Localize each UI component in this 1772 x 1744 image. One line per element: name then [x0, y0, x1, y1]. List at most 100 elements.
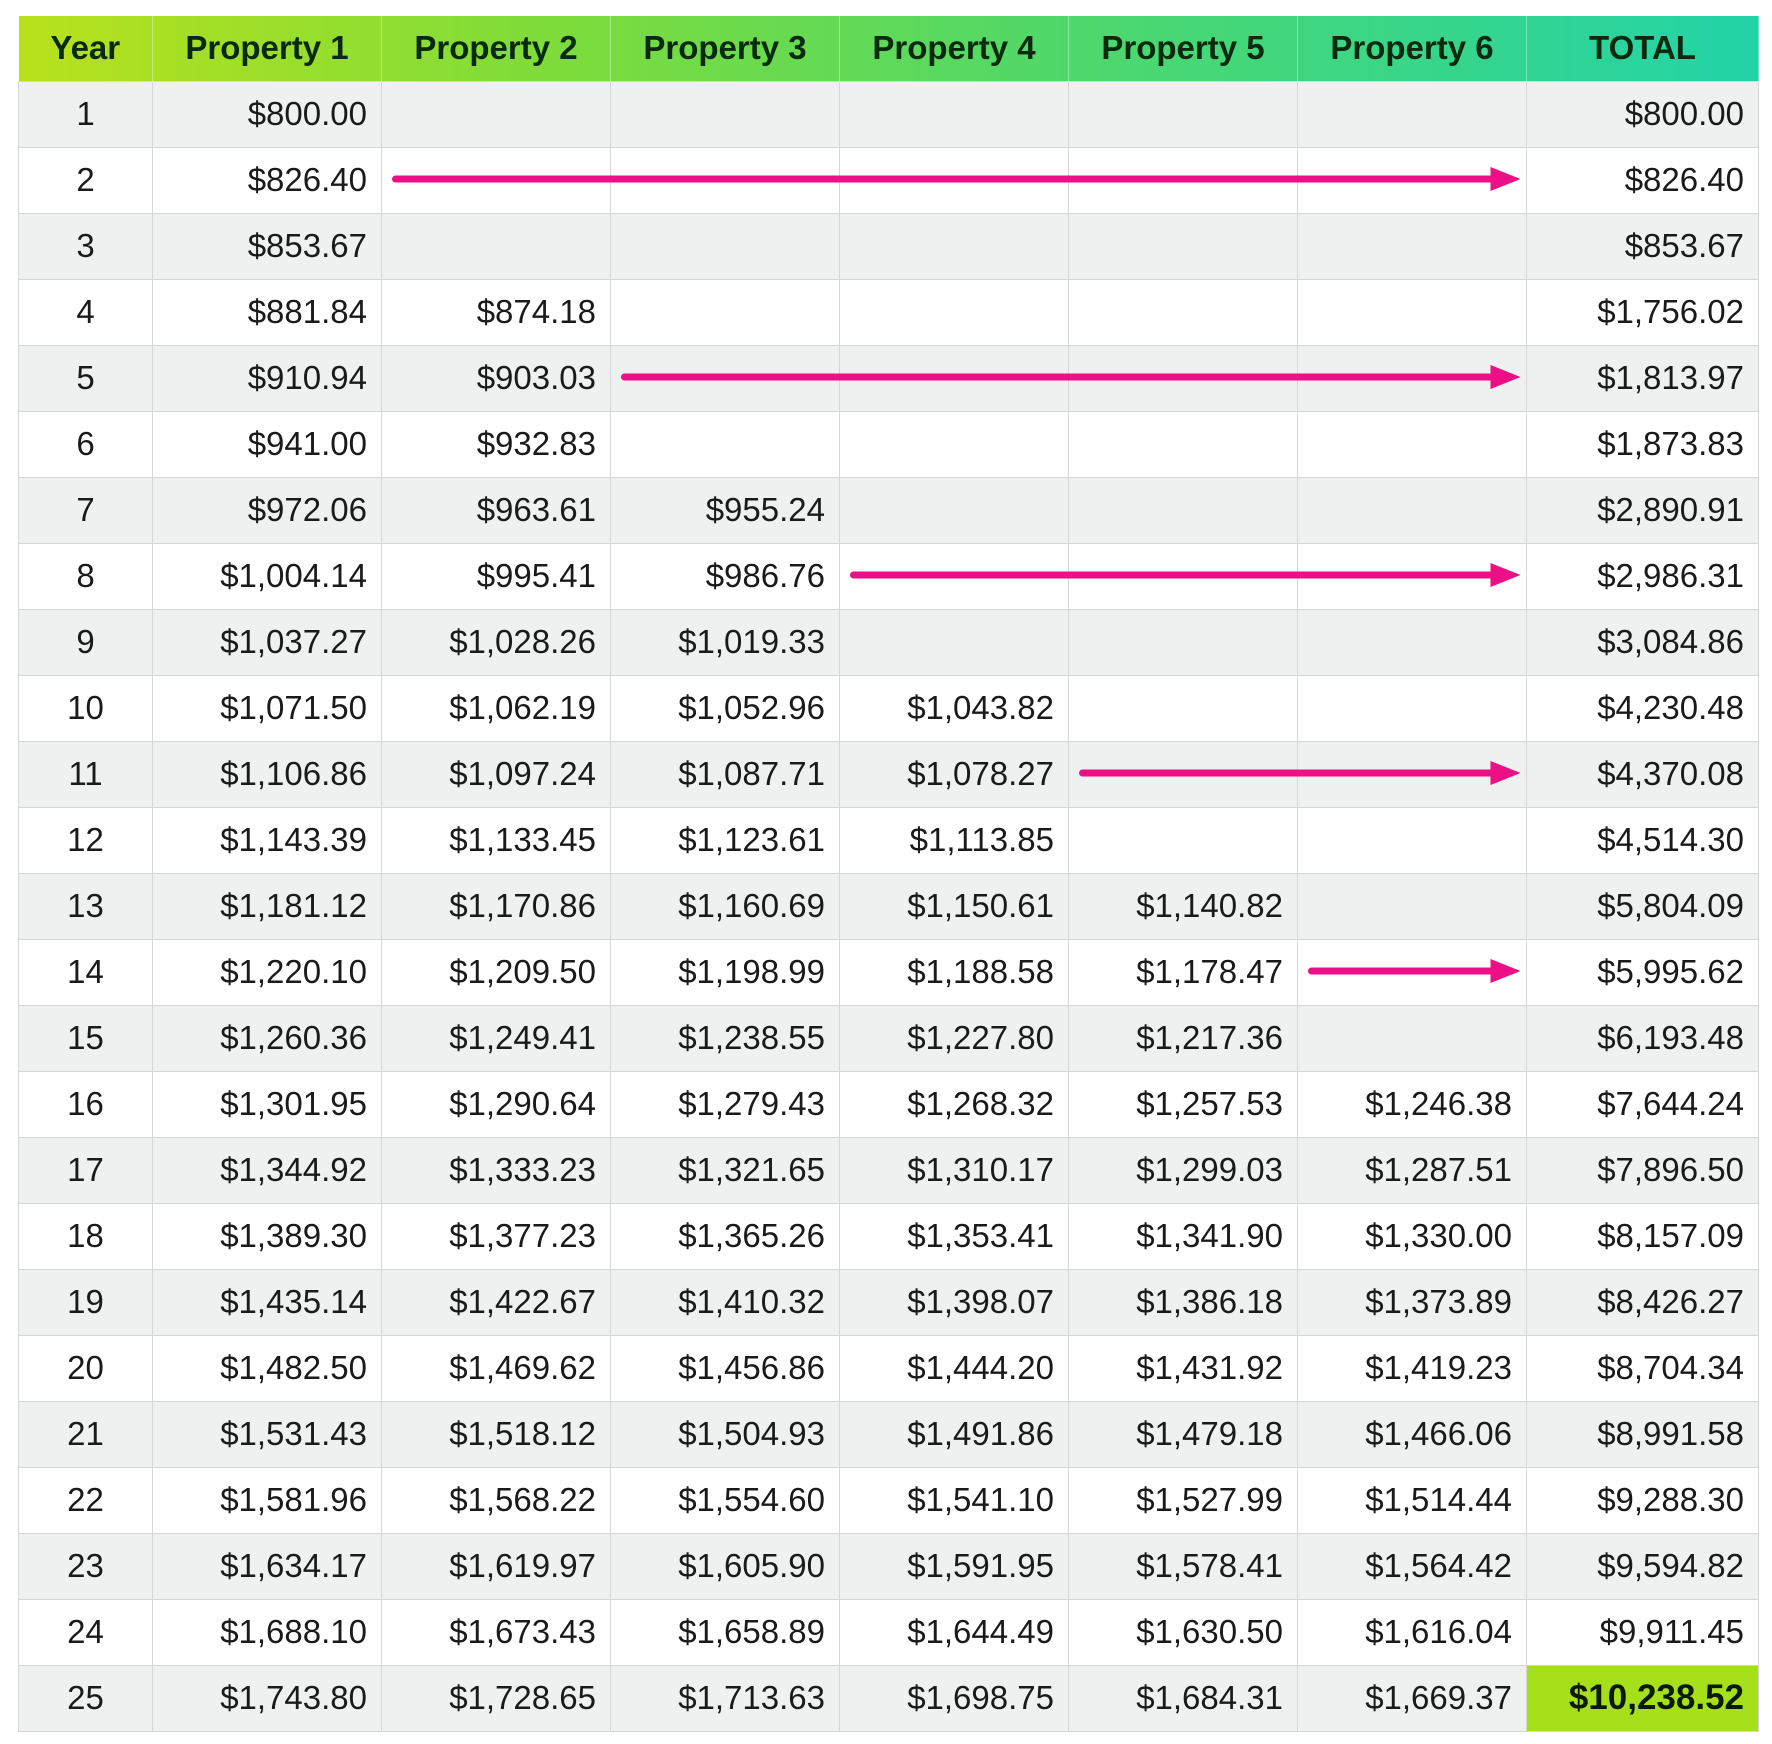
property-3-cell: $1,365.26: [610, 1202, 840, 1270]
table-row: 1 $800.00 $800.00: [18, 80, 1759, 148]
property-3-cell: [610, 344, 840, 412]
property-5-cell: [1068, 278, 1298, 346]
property-6-cell: [1297, 1004, 1527, 1072]
property-2-cell: $903.03: [381, 344, 611, 412]
header-property-2: Property 2: [381, 16, 611, 81]
year-cell: 10: [18, 674, 153, 742]
header-total: TOTAL: [1526, 16, 1759, 81]
year-cell: 2: [18, 146, 153, 214]
total-cell: $1,756.02: [1526, 278, 1759, 346]
property-1-cell: $881.84: [152, 278, 382, 346]
property-6-cell: [1297, 938, 1527, 1006]
property-3-cell: $1,605.90: [610, 1532, 840, 1600]
year-cell: 4: [18, 278, 153, 346]
table-row: 6 $941.00 $932.83 $1,873.83: [18, 410, 1759, 478]
property-6-cell: $1,466.06: [1297, 1400, 1527, 1468]
property-5-cell: [1068, 146, 1298, 214]
property-5-cell: $1,479.18: [1068, 1400, 1298, 1468]
property-6-cell: [1297, 542, 1527, 610]
property-6-cell: $1,514.44: [1297, 1466, 1527, 1534]
property-5-cell: [1068, 674, 1298, 742]
total-cell: $8,991.58: [1526, 1400, 1759, 1468]
table-row: 10 $1,071.50 $1,062.19 $1,052.96 $1,043.82 $4…: [18, 674, 1759, 742]
property-2-cell: [381, 212, 611, 280]
property-4-cell: [839, 344, 1069, 412]
property-4-cell: $1,644.49: [839, 1598, 1069, 1666]
total-cell: $2,986.31: [1526, 542, 1759, 610]
property-6-cell: [1297, 740, 1527, 808]
property-1-cell: $1,301.95: [152, 1070, 382, 1138]
property-5-cell: $1,257.53: [1068, 1070, 1298, 1138]
property-3-cell: [610, 80, 840, 148]
property-1-cell: $1,181.12: [152, 872, 382, 940]
property-4-cell: $1,113.85: [839, 806, 1069, 874]
header-row: Year Property 1 Property 2 Property 3 Pr…: [18, 16, 1759, 81]
property-5-cell: $1,630.50: [1068, 1598, 1298, 1666]
property-2-cell: $1,673.43: [381, 1598, 611, 1666]
property-4-cell: $1,227.80: [839, 1004, 1069, 1072]
property-1-cell: $1,531.43: [152, 1400, 382, 1468]
property-1-cell: $1,581.96: [152, 1466, 382, 1534]
property-1-cell: $910.94: [152, 344, 382, 412]
table-row: 9 $1,037.27 $1,028.26 $1,019.33 $3,084.86: [18, 608, 1759, 676]
table-body: 1 $800.00 $800.00 2 $826.40 $826.40 3 $853.67 $8…: [18, 80, 1759, 1732]
property-5-cell: $1,527.99: [1068, 1466, 1298, 1534]
table-row: 18 $1,389.30 $1,377.23 $1,365.26 $1,353.41 $1…: [18, 1202, 1759, 1270]
table-row: 17 $1,344.92 $1,333.23 $1,321.65 $1,310.17 $1…: [18, 1136, 1759, 1204]
property-6-cell: $1,669.37: [1297, 1664, 1527, 1732]
property-2-cell: $1,028.26: [381, 608, 611, 676]
table-row: 25 $1,743.80 $1,728.65 $1,713.63 $1,698.75 $1…: [18, 1664, 1759, 1732]
table-row: 22 $1,581.96 $1,568.22 $1,554.60 $1,541.10 $1…: [18, 1466, 1759, 1534]
total-cell: $800.00: [1526, 80, 1759, 148]
table-row: 16 $1,301.95 $1,290.64 $1,279.43 $1,268.32 $1…: [18, 1070, 1759, 1138]
property-3-cell: $1,321.65: [610, 1136, 840, 1204]
year-cell: 3: [18, 212, 153, 280]
total-cell: $6,193.48: [1526, 1004, 1759, 1072]
table-row: 5 $910.94 $903.03 $1,813.97: [18, 344, 1759, 412]
year-cell: 21: [18, 1400, 153, 1468]
property-4-cell: $1,353.41: [839, 1202, 1069, 1270]
property-4-cell: $1,398.07: [839, 1268, 1069, 1336]
property-income-table-container: Year Property 1 Property 2 Property 3 Pr…: [18, 16, 1759, 1732]
header-property-1: Property 1: [152, 16, 382, 81]
property-4-cell: $1,078.27: [839, 740, 1069, 808]
property-6-cell: $1,287.51: [1297, 1136, 1527, 1204]
year-cell: 19: [18, 1268, 153, 1336]
property-4-cell: [839, 608, 1069, 676]
property-3-cell: $1,123.61: [610, 806, 840, 874]
year-cell: 8: [18, 542, 153, 610]
property-4-cell: $1,268.32: [839, 1070, 1069, 1138]
property-5-cell: [1068, 608, 1298, 676]
property-2-cell: $1,062.19: [381, 674, 611, 742]
table-row: 14 $1,220.10 $1,209.50 $1,198.99 $1,188.58 $1…: [18, 938, 1759, 1006]
property-3-cell: $1,410.32: [610, 1268, 840, 1336]
year-cell: 1: [18, 80, 153, 148]
total-cell: $3,084.86: [1526, 608, 1759, 676]
property-2-cell: [381, 146, 611, 214]
table-row: 2 $826.40 $826.40: [18, 146, 1759, 214]
table-row: 21 $1,531.43 $1,518.12 $1,504.93 $1,491.86 $1…: [18, 1400, 1759, 1468]
property-2-cell: $1,568.22: [381, 1466, 611, 1534]
property-1-cell: $1,220.10: [152, 938, 382, 1006]
property-6-cell: [1297, 476, 1527, 544]
property-4-cell: $1,444.20: [839, 1334, 1069, 1402]
table-row: 4 $881.84 $874.18 $1,756.02: [18, 278, 1759, 346]
property-6-cell: $1,246.38: [1297, 1070, 1527, 1138]
property-1-cell: $972.06: [152, 476, 382, 544]
property-4-cell: $1,043.82: [839, 674, 1069, 742]
header-property-3: Property 3: [610, 16, 840, 81]
property-5-cell: [1068, 80, 1298, 148]
table-row: 15 $1,260.36 $1,249.41 $1,238.55 $1,227.80 $1…: [18, 1004, 1759, 1072]
property-6-cell: $1,419.23: [1297, 1334, 1527, 1402]
property-6-cell: [1297, 278, 1527, 346]
property-2-cell: $1,097.24: [381, 740, 611, 808]
year-cell: 14: [18, 938, 153, 1006]
year-cell: 9: [18, 608, 153, 676]
property-2-cell: $874.18: [381, 278, 611, 346]
property-3-cell: $1,456.86: [610, 1334, 840, 1402]
property-6-cell: [1297, 872, 1527, 940]
property-5-cell: $1,299.03: [1068, 1136, 1298, 1204]
total-cell: $7,896.50: [1526, 1136, 1759, 1204]
property-1-cell: $1,344.92: [152, 1136, 382, 1204]
year-cell: 11: [18, 740, 153, 808]
